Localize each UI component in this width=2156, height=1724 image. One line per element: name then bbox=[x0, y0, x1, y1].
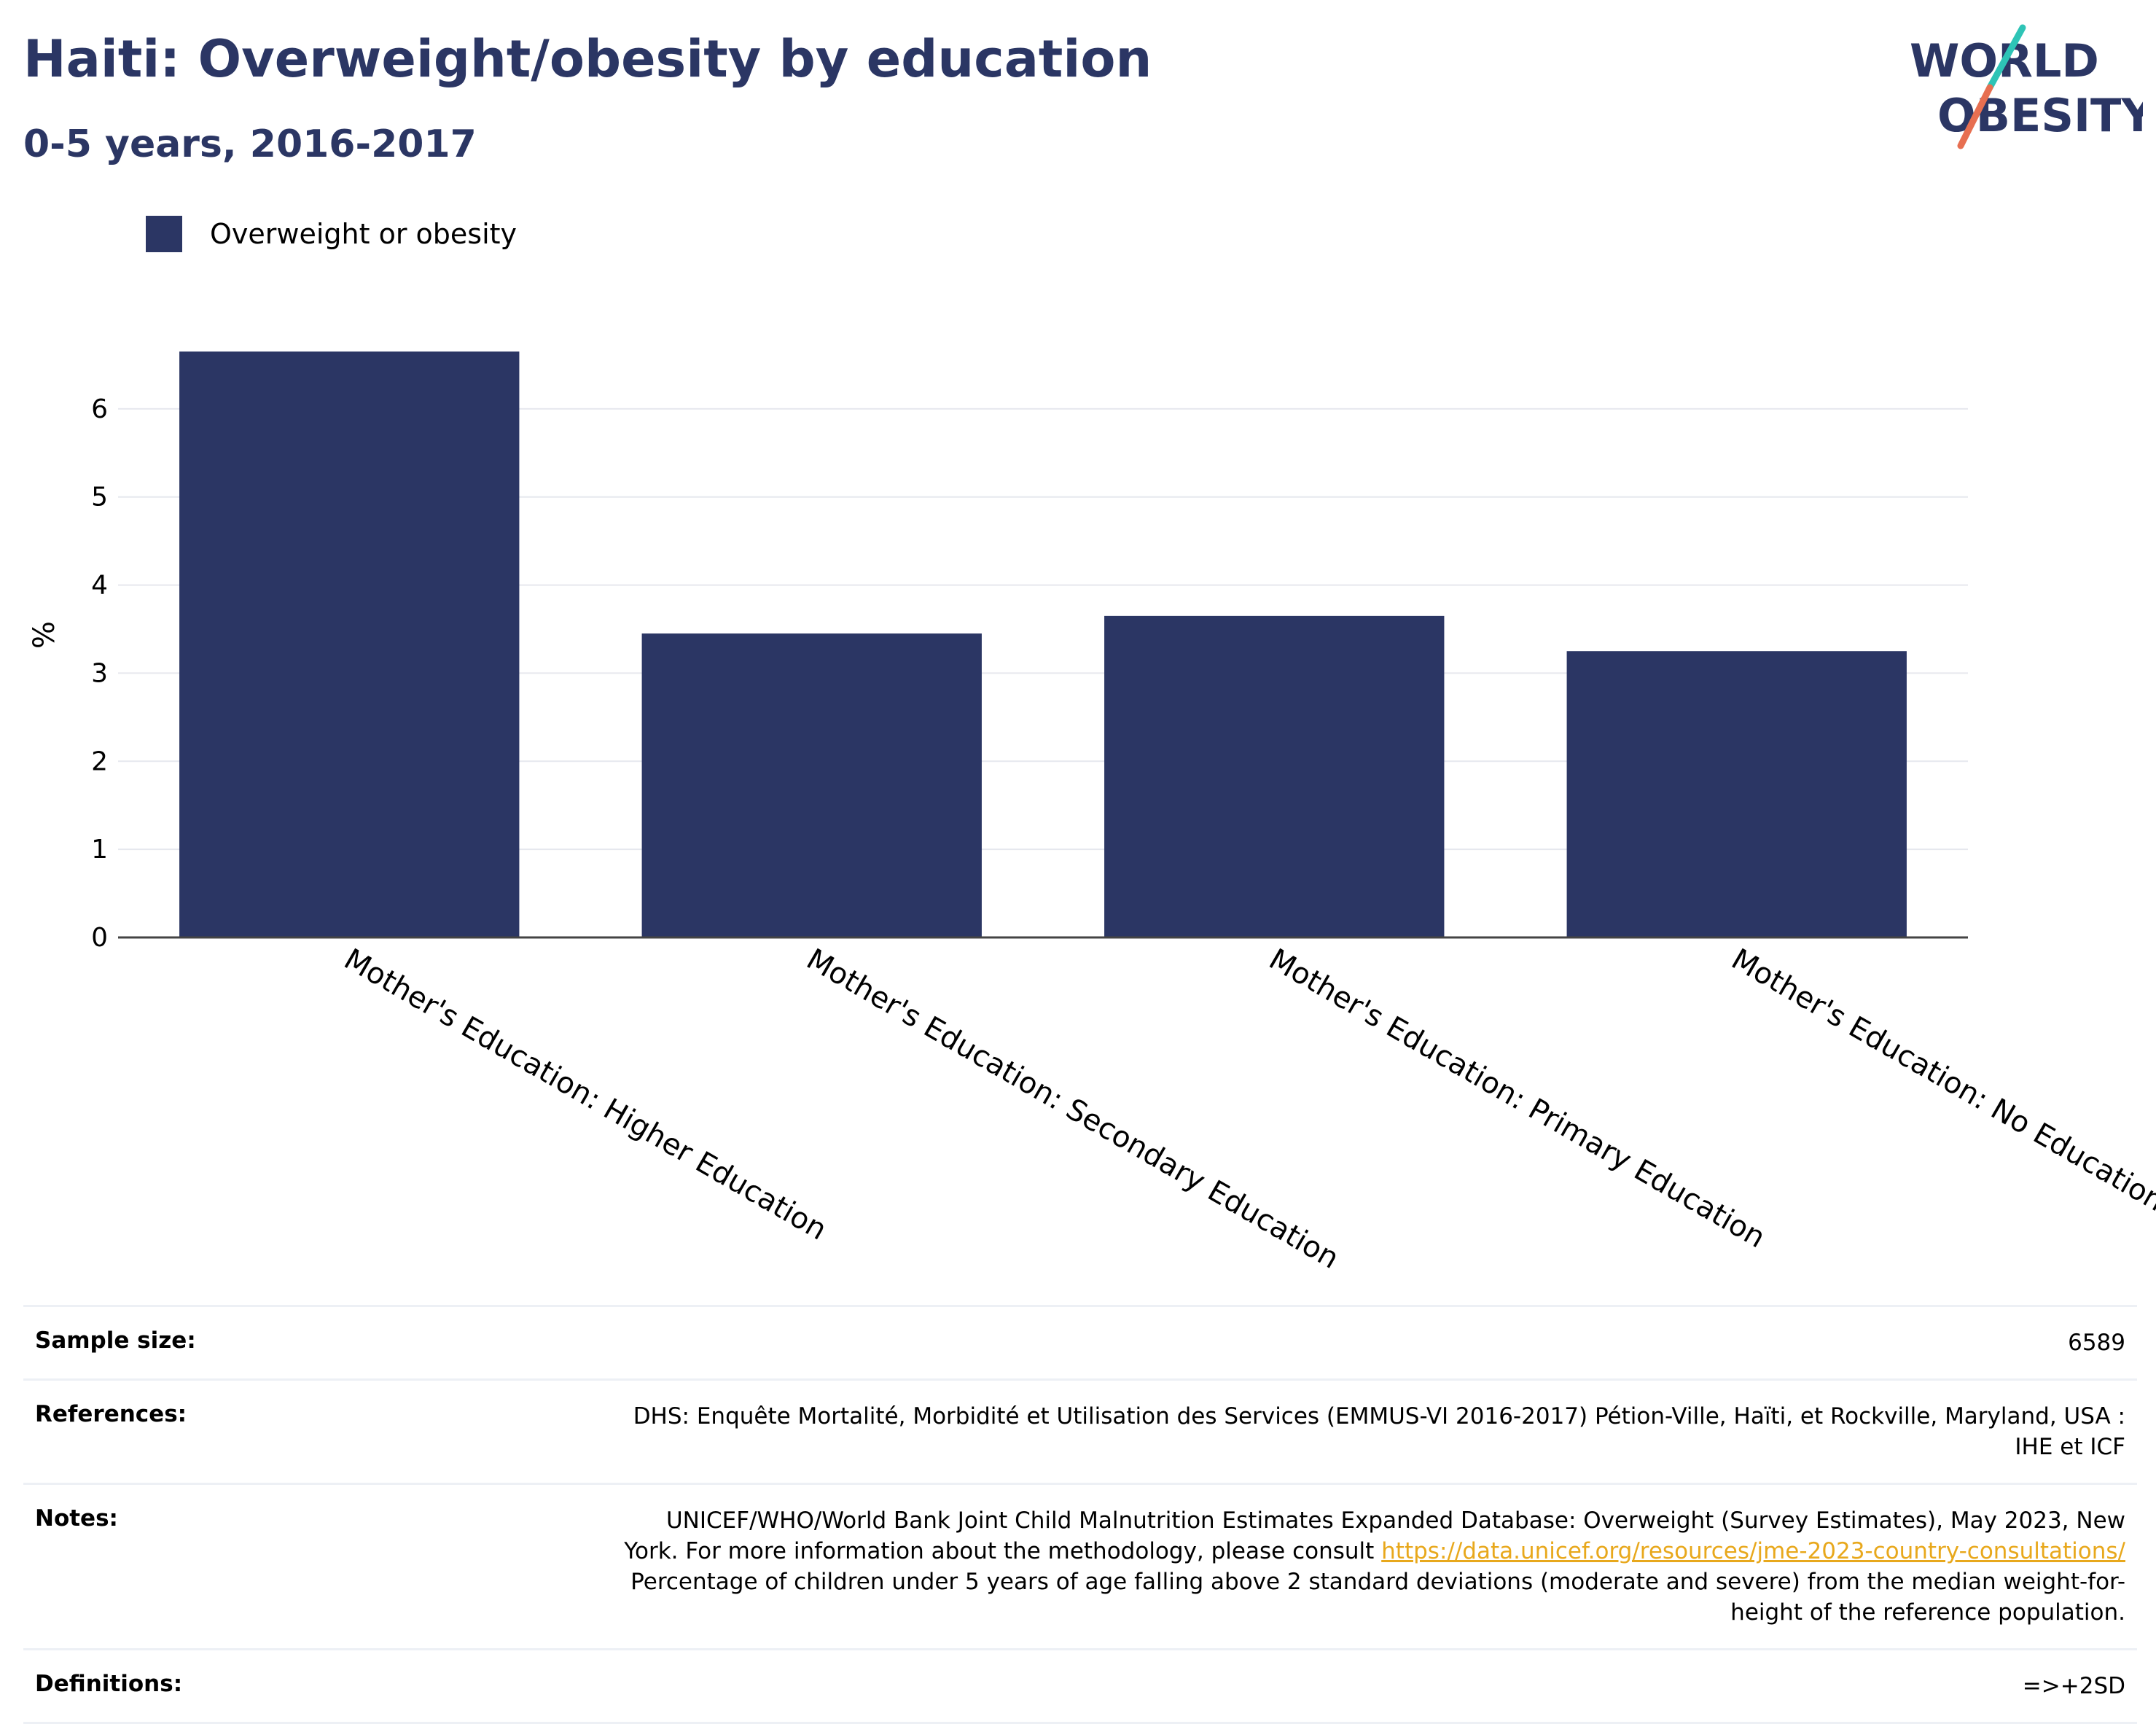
info-table: Sample size: 6589 References: DHS: Enquê… bbox=[23, 1305, 2137, 1724]
y-axis-label: % bbox=[28, 621, 61, 649]
notes-line-3: Percentage of children under 5 years of … bbox=[630, 1569, 2125, 1595]
y-tick-label: 0 bbox=[91, 923, 108, 953]
y-tick-label: 6 bbox=[91, 394, 108, 424]
references-label: References: bbox=[35, 1401, 187, 1427]
bar[interactable] bbox=[179, 351, 520, 937]
chart-legend[interactable]: Overweight or obesity bbox=[146, 216, 517, 252]
y-tick-label: 4 bbox=[91, 571, 108, 601]
methodology-link[interactable]: https://data.unicef.org/resources/jme-20… bbox=[1381, 1538, 2125, 1564]
chart-subtitle: 0-5 years, 2016-2017 bbox=[23, 122, 477, 166]
world-obesity-logo: WORLD OBESITY bbox=[1910, 24, 2143, 149]
bar[interactable] bbox=[641, 633, 982, 937]
definitions-row: Definitions: =>+2SD bbox=[23, 1648, 2137, 1724]
legend-swatch bbox=[146, 216, 182, 252]
references-line-2: IHE et ICF bbox=[2015, 1434, 2125, 1460]
logo-word-obesity: OBESITY bbox=[1937, 89, 2143, 142]
bars bbox=[179, 351, 1907, 937]
x-tick-label: Mother's Education: Higher Education bbox=[338, 943, 832, 1247]
x-tick-label: Mother's Education: Primary Education bbox=[1263, 943, 1770, 1255]
bar[interactable] bbox=[1566, 651, 1907, 937]
y-tick-label: 1 bbox=[91, 835, 108, 865]
notes-value: UNICEF/WHO/World Bank Joint Child Malnut… bbox=[312, 1505, 2125, 1628]
legend-label: Overweight or obesity bbox=[210, 218, 517, 250]
x-tick-label: Mother's Education: Secondary Education bbox=[801, 943, 1345, 1276]
notes-row: Notes: UNICEF/WHO/World Bank Joint Child… bbox=[23, 1483, 2137, 1648]
x-tick-label: Mother's Education: No Education bbox=[1726, 943, 2156, 1218]
bar[interactable] bbox=[1104, 615, 1445, 937]
y-tick-label: 3 bbox=[91, 658, 108, 688]
sample-size-value: 6589 bbox=[2068, 1330, 2125, 1356]
definitions-value: =>+2SD bbox=[2022, 1673, 2125, 1699]
references-row: References: DHS: Enquête Mortalité, Morb… bbox=[23, 1378, 2137, 1483]
notes-line-2: York. For more information about the met… bbox=[312, 1536, 2125, 1567]
notes-label: Notes: bbox=[35, 1505, 118, 1532]
notes-line-2-text: York. For more information about the met… bbox=[624, 1538, 1382, 1564]
notes-line-1: UNICEF/WHO/World Bank Joint Child Malnut… bbox=[665, 1507, 2125, 1534]
sample-size-label: Sample size: bbox=[35, 1327, 196, 1354]
y-tick-label: 5 bbox=[91, 483, 108, 512]
chart-title: Haiti: Overweight/obesity by education bbox=[23, 29, 1152, 89]
notes-line-4: height of the reference population. bbox=[1730, 1599, 2125, 1626]
bar-chart: 0 1 2 3 4 5 6% Mother's Education: Higher Educa… bbox=[28, 351, 2156, 1276]
sample-size-row: Sample size: 6589 bbox=[23, 1305, 2137, 1378]
logo-slash-bottom bbox=[1957, 84, 1993, 149]
y-tick-label: 2 bbox=[91, 746, 108, 776]
references-line-1: DHS: Enquête Mortalité, Morbidité et Uti… bbox=[633, 1403, 2125, 1429]
logo-slash-top bbox=[1986, 24, 2026, 91]
references-value: DHS: Enquête Mortalité, Morbidité et Uti… bbox=[312, 1401, 2125, 1462]
definitions-label: Definitions: bbox=[35, 1671, 183, 1697]
